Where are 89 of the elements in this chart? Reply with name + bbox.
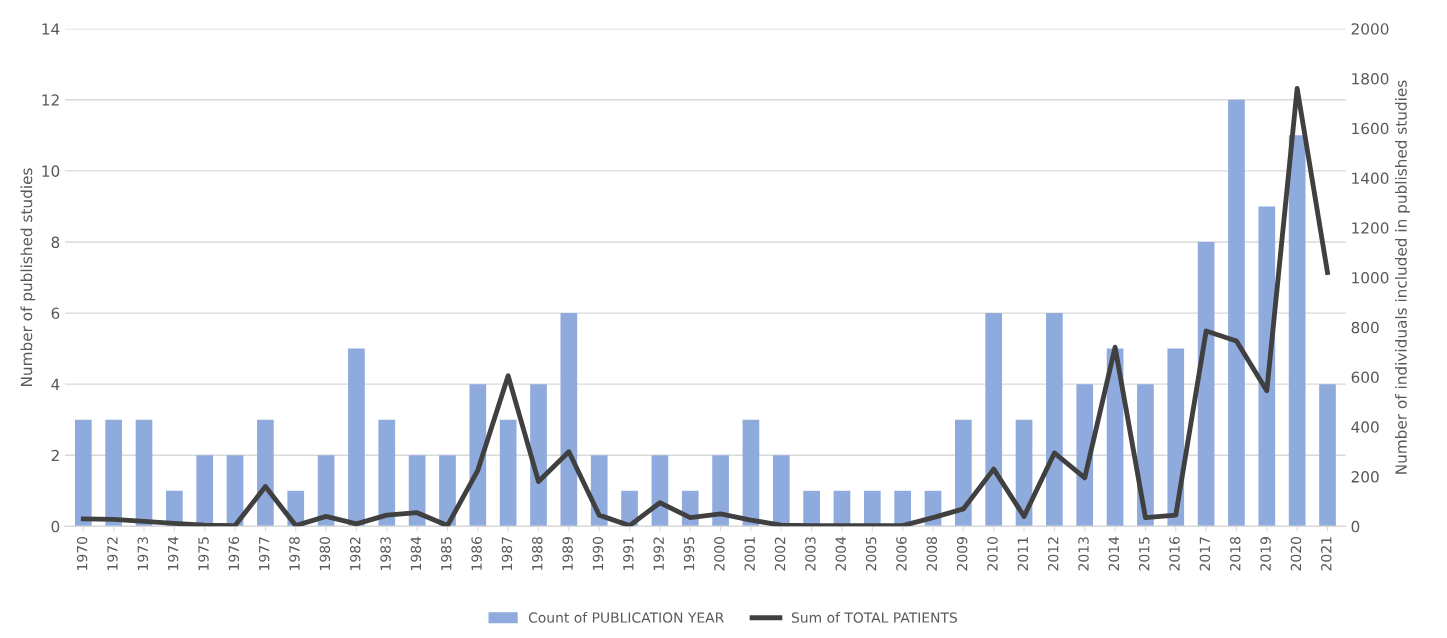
- legend-label: Count of PUBLICATION YEAR: [528, 612, 724, 623]
- bar: [105, 419, 123, 527]
- y2-tick-label: 1600: [1352, 122, 1389, 135]
- x-tick-label: 1980: [319, 537, 331, 570]
- bar: [1258, 206, 1276, 527]
- x-tick-label: 1973: [137, 537, 149, 570]
- bar: [1228, 99, 1245, 527]
- y-tick-label: 14: [42, 23, 60, 35]
- x-tick-label: 2005: [865, 537, 877, 571]
- bar: [1076, 384, 1094, 527]
- y-tick-label: 8: [51, 236, 60, 249]
- x-tick-label: 2021: [1321, 537, 1332, 571]
- bar: [530, 384, 547, 527]
- x-tick-label: 2017: [1199, 537, 1211, 571]
- bar: [135, 419, 153, 527]
- x-tick-label: 2008: [926, 537, 938, 571]
- x-tick-label: 2001: [744, 537, 755, 571]
- bar: [348, 348, 365, 527]
- line-series: [80, 86, 1330, 527]
- x-tick-label: 1989: [562, 537, 573, 570]
- x-tick-label: 1984: [410, 536, 422, 570]
- x-tick-label: 2016: [1169, 536, 1180, 571]
- bar: [560, 313, 578, 527]
- x-tick-label: 2003: [805, 537, 816, 571]
- x-tick-label: 2002: [774, 537, 786, 571]
- y-tick-label: 2: [51, 449, 59, 462]
- bar: [742, 419, 760, 527]
- x-tick-label: 1990: [592, 537, 604, 570]
- bar: [469, 384, 487, 527]
- y-axis-title: Number of published studies: [20, 168, 36, 386]
- y2-axis-title: Number of individuals included in published studies: [1395, 80, 1410, 474]
- bar: [1288, 135, 1306, 527]
- y-tick-label: 12: [42, 94, 59, 106]
- bar: [985, 313, 1003, 527]
- x-tick-label: 1992: [653, 537, 664, 570]
- bar: [1197, 241, 1215, 527]
- x-tick-label: 2019: [1260, 537, 1271, 571]
- x-tick-label: 2015: [1138, 537, 1150, 571]
- y2-tick-label: 1400: [1352, 172, 1389, 185]
- y2-tick-label: 400: [1351, 421, 1379, 433]
- x-tick-label: 1976: [228, 536, 240, 570]
- x-tick-label: 2020: [1290, 537, 1302, 571]
- x-tick-label: 1975: [198, 537, 209, 570]
- x-tick-label: 2006: [896, 536, 907, 571]
- x-tick-label: 2018: [1229, 537, 1241, 571]
- y2-tick-label: 1000: [1352, 272, 1389, 284]
- y2-tick-label: 1200: [1352, 222, 1389, 234]
- y2-tick-label: 2000: [1351, 23, 1389, 35]
- bar: [1319, 384, 1336, 527]
- bar: [1167, 348, 1185, 527]
- x-tick-label: 2011: [1017, 537, 1029, 571]
- y2-tick-label: 1800: [1352, 72, 1389, 85]
- bar: [712, 455, 729, 527]
- x-tick-label: 1985: [441, 537, 452, 570]
- x-tick-label: 2012: [1047, 537, 1059, 571]
- bar: [74, 419, 92, 527]
- y2-tick-label: 600: [1351, 371, 1379, 384]
- y-tick-label: 0: [51, 520, 60, 533]
- bar: [499, 419, 517, 527]
- y-tick-label: 4: [51, 378, 60, 390]
- legend-label: Sum of TOTAL PATIENTS: [791, 612, 958, 623]
- y-tick-label: 10: [42, 165, 60, 177]
- x-tick-label: 2010: [987, 537, 998, 571]
- x-tick-label: 1991: [623, 537, 634, 570]
- x-tick-label: 1982: [349, 537, 361, 570]
- y2-tick-label: 200: [1351, 471, 1379, 483]
- x-tick-label: 2009: [956, 537, 968, 571]
- x-tick-label: 1986: [471, 536, 482, 570]
- bar: [378, 419, 396, 527]
- x-tick-label: 1978: [289, 537, 300, 570]
- y2-tick-label: 800: [1351, 321, 1379, 334]
- x-tick-label: 1995: [683, 537, 695, 570]
- x-tick-label: 1977: [258, 537, 270, 570]
- y2-tick-label: 0: [1351, 520, 1360, 533]
- x-tick-label: 1987: [501, 537, 513, 570]
- x-tick-label: 2000: [714, 537, 725, 571]
- bar: [439, 455, 456, 527]
- bar: [1046, 313, 1063, 527]
- x-tick-label: 1970: [76, 537, 88, 570]
- bar: [257, 419, 274, 527]
- y-tick-label: 6: [51, 307, 60, 320]
- x-tick-label: 1972: [107, 537, 118, 570]
- x-tick-label: 2013: [1078, 537, 1089, 571]
- x-tick-label: 1988: [532, 537, 543, 570]
- x-tick-label: 2014: [1108, 536, 1120, 571]
- bar: [955, 419, 972, 527]
- x-tick-label: 1983: [380, 537, 391, 570]
- x-tick-label: 2004: [835, 536, 846, 571]
- x-tick-label: 1974: [167, 536, 179, 570]
